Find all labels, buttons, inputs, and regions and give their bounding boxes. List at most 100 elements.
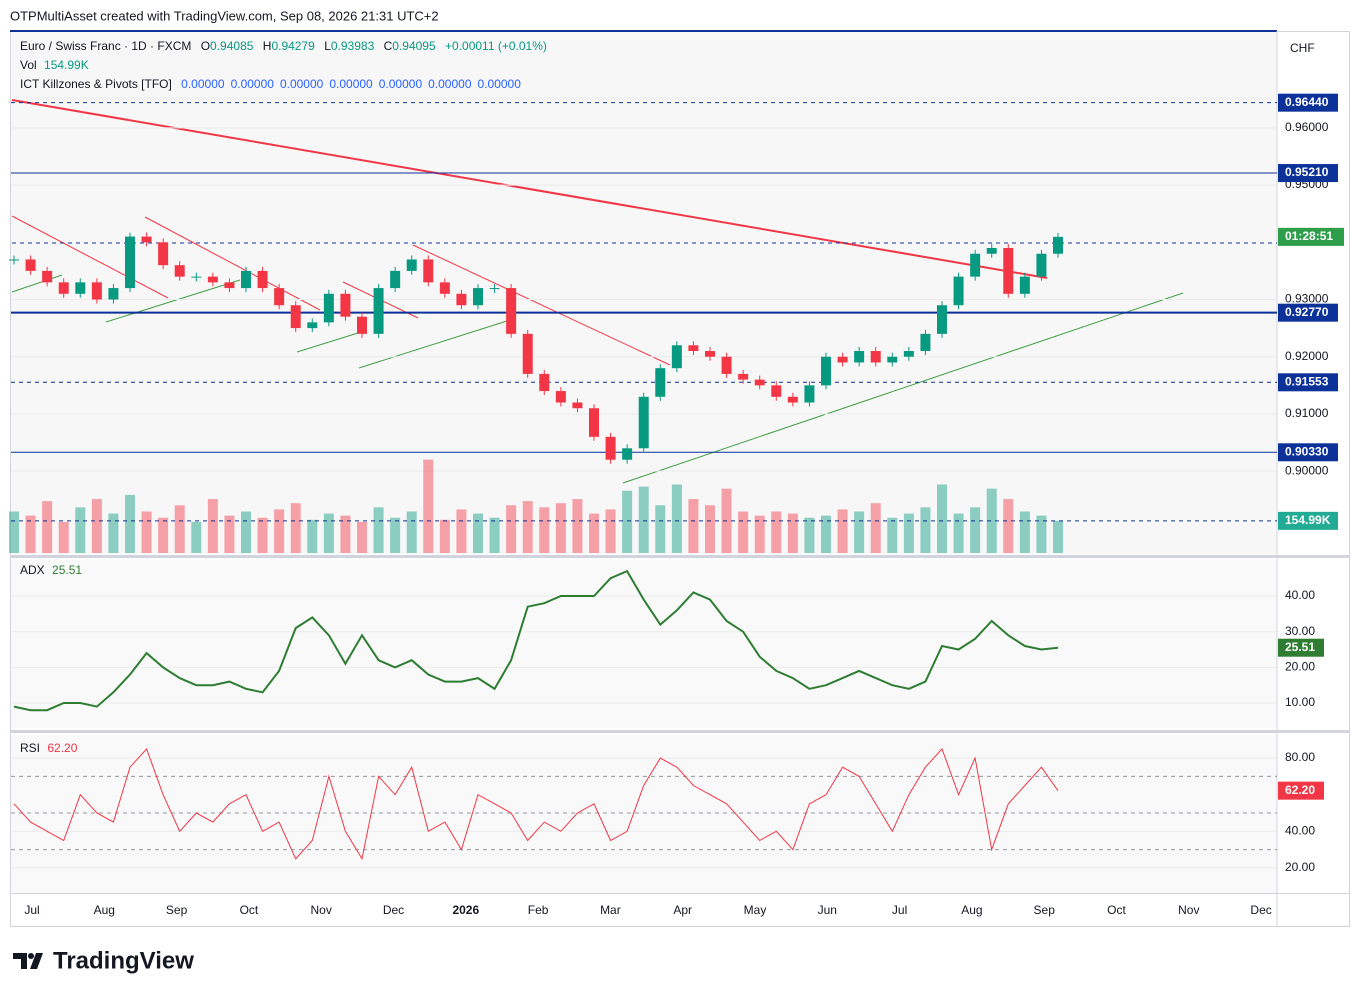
volume-bar: [224, 515, 235, 553]
adx-legend: ADX 25.51: [20, 563, 82, 577]
candle: [522, 333, 533, 374]
last-value-box: [1278, 781, 1324, 800]
y-tick-label: 10.00: [1285, 695, 1315, 709]
candle: [837, 356, 848, 363]
volume-bar: [357, 521, 367, 553]
candle: [307, 322, 318, 329]
ohlc-label: L: [324, 39, 331, 53]
volume-bar: [257, 517, 268, 553]
trend-line: [622, 292, 1184, 484]
time-label: Sep: [166, 903, 188, 917]
candle: [787, 396, 798, 403]
indicator-value: 0.00000: [280, 77, 324, 91]
indicator-value: 0.00000: [329, 77, 373, 91]
volume-bar: [191, 521, 202, 553]
time-label: Dec: [383, 903, 404, 917]
volume-bar: [241, 511, 251, 553]
logo: TradingView: [13, 947, 194, 974]
time-label: Jul: [24, 903, 39, 917]
candle: [456, 293, 467, 306]
level-box: [1278, 164, 1338, 183]
volume-bar: [1053, 520, 1063, 553]
level-label: 0.96440: [1285, 95, 1329, 109]
time-label: Feb: [528, 903, 549, 917]
ohlc-label: H: [263, 39, 272, 53]
volume-bar: [456, 509, 467, 553]
candle: [42, 270, 53, 283]
time-label: Aug: [94, 903, 115, 917]
volume-bar: [539, 507, 550, 553]
y-tick-label: 0.96000: [1285, 120, 1329, 134]
rsi-line: [13, 747, 1059, 861]
candle: [1036, 253, 1047, 277]
candle: [589, 408, 599, 437]
volume-bar: [25, 515, 36, 553]
candle: [688, 345, 699, 352]
ohlc-label: O: [201, 39, 210, 53]
volume-bar: [986, 488, 997, 553]
volume-bar: [406, 511, 417, 553]
level-box: [1278, 443, 1338, 462]
price-pane: [11, 32, 1277, 554]
countdown: 01:28:51: [1285, 229, 1333, 243]
candle: [887, 356, 898, 363]
last-value-box: [1278, 638, 1324, 657]
candle: [357, 316, 367, 334]
logo-dot: [28, 953, 34, 959]
indicator-value: 0.00000: [478, 77, 522, 91]
volume-bar: [42, 501, 53, 553]
volume-bar: [290, 503, 301, 553]
y-tick-label: 20.00: [1285, 860, 1315, 874]
volume-bar: [158, 517, 169, 553]
candle: [274, 288, 285, 306]
time-label: Jun: [818, 903, 837, 917]
volume-bar: [771, 511, 782, 553]
candle: [174, 265, 185, 277]
candle: [986, 248, 997, 254]
candle: [870, 351, 881, 363]
symbol-title: Euro / Swiss Franc · 1D · FXCM: [20, 39, 191, 53]
volume-bar: [688, 499, 699, 553]
ohlc-value: 0.94279: [271, 39, 315, 53]
candle: [804, 385, 815, 403]
adx-value: 25.51: [52, 563, 82, 577]
volume-bar: [489, 517, 500, 553]
volume-bar: [91, 499, 102, 553]
time-label: Nov: [1178, 903, 1199, 917]
volume-bar: [937, 484, 947, 553]
candle: [506, 288, 517, 334]
candle: [754, 379, 765, 386]
candle: [108, 288, 119, 300]
indicator-name: ICT Killzones & Pivots [TFO]: [20, 77, 172, 91]
candle: [390, 270, 401, 289]
candle: [605, 436, 616, 460]
y-tick-label: 0.92000: [1285, 349, 1329, 363]
level-box: [1278, 373, 1338, 392]
volume-bar: [821, 515, 831, 553]
volume-bar: [555, 503, 566, 553]
logo-text: TradingView: [53, 947, 194, 974]
volume-bar: [854, 511, 865, 553]
y-tick-label: 20.00: [1285, 660, 1315, 674]
time-label: Aug: [961, 903, 982, 917]
volume-bar: [589, 513, 599, 553]
candle: [1019, 276, 1030, 294]
level-box: [1278, 93, 1338, 112]
ohlc-value: 0.94085: [210, 39, 254, 53]
time-label: May: [744, 903, 767, 917]
rsi-value: 62.20: [47, 741, 77, 755]
y-tick-label: 30.00: [1285, 624, 1315, 638]
volume-bar: [622, 490, 633, 553]
candle: [738, 373, 749, 380]
time-label: Nov: [311, 903, 332, 917]
volume-bar: [870, 503, 881, 553]
level-label: 0.92770: [1285, 305, 1329, 319]
volume-bar: [9, 511, 19, 553]
candle: [622, 448, 633, 460]
volume-bar: [837, 509, 848, 553]
candle: [638, 396, 649, 449]
volume-bar: [506, 505, 517, 553]
volume-bar: [423, 459, 434, 553]
candle: [1003, 248, 1014, 294]
